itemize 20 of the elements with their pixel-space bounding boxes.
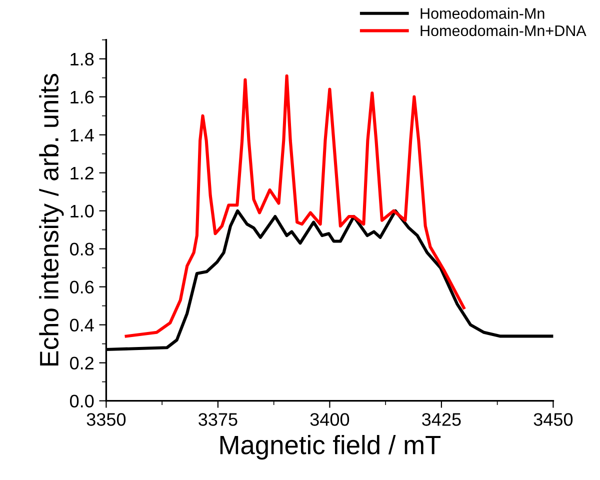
y-tick-label: 1.0 [70, 204, 94, 218]
x-tick-label: 3450 [534, 413, 573, 426]
y-tick-label: 0.2 [70, 356, 94, 370]
y-tick-label: 1.2 [70, 166, 94, 180]
legend-label: Homeodomain-Mn+DNA [420, 24, 586, 36]
y-tick-label: 1.8 [70, 52, 94, 66]
x-axis-title: Magnetic field / mT [220, 434, 441, 460]
x-tick-label: 3400 [310, 413, 350, 426]
x-tick-label: 3425 [422, 413, 461, 426]
line-series [124, 74, 466, 338]
y-tick-label: 1.4 [70, 128, 94, 142]
legend-label: Homeodomain-Mn [420, 8, 544, 19]
y-tick-label: 0.0 [70, 394, 94, 408]
y-axis-title: Echo intensity / arb. units [39, 74, 64, 366]
y-tick-label: 0.8 [70, 242, 94, 256]
x-tick-label: 3375 [198, 413, 238, 426]
y-tick-label: 1.6 [70, 90, 94, 104]
y-tick-label: 0.4 [70, 318, 94, 332]
y-tick-label: 0.6 [70, 280, 94, 294]
x-tick-label: 3350 [86, 413, 126, 426]
